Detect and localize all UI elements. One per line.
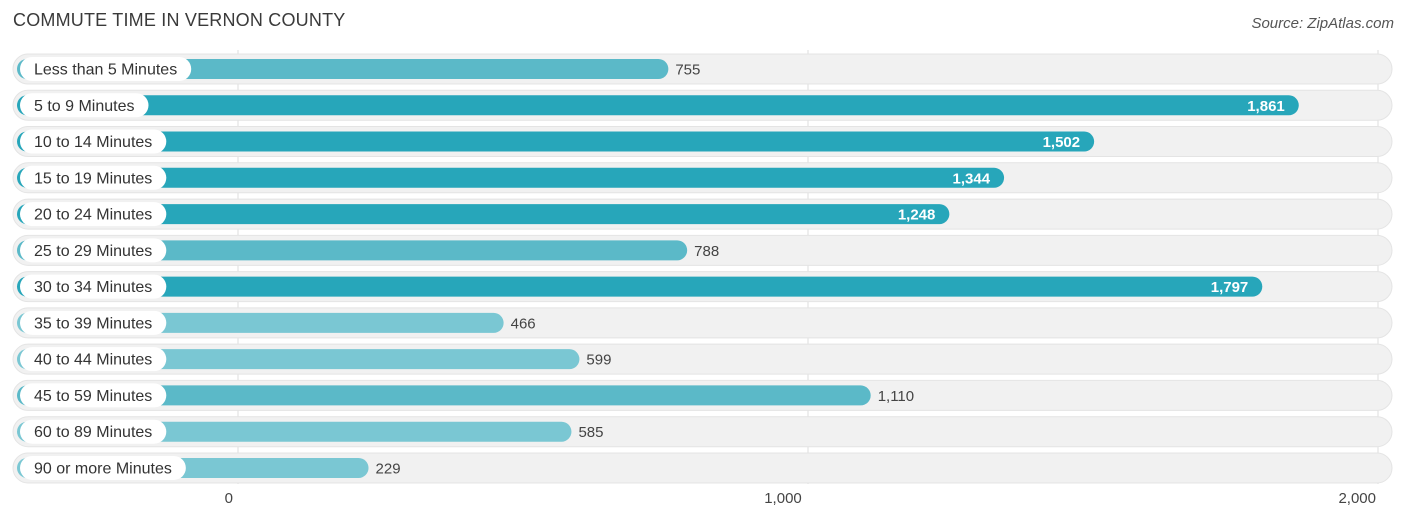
chart-row: 10 to 14 Minutes 1,502: [12, 126, 1393, 158]
chart-row: 60 to 89 Minutes 585: [12, 416, 1393, 448]
x-tick-label: 0: [225, 490, 233, 507]
chart-row: 25 to 29 Minutes 788: [12, 234, 1393, 266]
value-label: 1,797: [1211, 279, 1249, 296]
category-label-pill: [20, 274, 167, 299]
category-label-pill: [20, 129, 167, 154]
chart-row: 40 to 44 Minutes 599: [12, 343, 1393, 375]
chart-rows: Less than 5 Minutes 755 5 to 9 Minutes 1,86…: [12, 53, 1393, 484]
value-label: 585: [578, 424, 603, 441]
category-label-pill: [20, 455, 186, 480]
category-label-pill: [20, 93, 149, 118]
value-label: 1,110: [878, 388, 914, 405]
chart-row: 45 to 59 Minutes 1,110: [12, 379, 1393, 411]
category-label: 10 to 14 Minutes: [34, 134, 152, 151]
source-credit: Source: ZipAtlas.com: [1251, 15, 1394, 32]
value-label: 466: [511, 315, 536, 332]
chart-title: COMMUTE TIME IN VERNON COUNTY: [13, 10, 346, 30]
category-label-pill: [20, 238, 167, 263]
category-label-pill: [20, 347, 167, 372]
value-label: 1,248: [898, 207, 936, 224]
category-label-pill: [20, 202, 167, 227]
x-axis-ticks: 0 1,000 2,000: [225, 490, 1376, 507]
category-label: 30 to 34 Minutes: [34, 279, 152, 296]
bar: [17, 385, 871, 406]
category-label: 90 or more Minutes: [34, 460, 172, 477]
chart-row: 15 to 19 Minutes 1,344: [12, 162, 1393, 194]
value-label: 229: [376, 460, 401, 477]
category-label: 35 to 39 Minutes: [34, 315, 152, 332]
category-label-pill: [20, 419, 167, 444]
category-label: 25 to 29 Minutes: [34, 243, 152, 260]
chart-row: Less than 5 Minutes 755: [12, 53, 1393, 85]
bar: [17, 167, 1005, 188]
x-tick-label: 2,000: [1338, 490, 1376, 507]
gridlines: [237, 50, 1379, 484]
chart-row: 90 or more Minutes 229: [12, 452, 1393, 484]
category-label: 40 to 44 Minutes: [34, 352, 152, 369]
value-label: 788: [694, 243, 719, 260]
category-label-pill: [20, 165, 167, 190]
category-label-pill: [20, 310, 167, 335]
bar: [17, 276, 1263, 297]
category-label: 15 to 19 Minutes: [34, 170, 152, 187]
category-label-pill: [20, 57, 192, 81]
chart-row: 30 to 34 Minutes 1,797: [12, 271, 1393, 303]
chart-row: 20 to 24 Minutes 1,248: [12, 198, 1393, 230]
bar: [17, 240, 688, 261]
chart-row: 5 to 9 Minutes 1,861: [12, 89, 1393, 121]
bar: [17, 95, 1299, 116]
category-label: 45 to 59 Minutes: [34, 388, 152, 405]
value-label: 1,502: [1043, 134, 1081, 151]
category-label: 5 to 9 Minutes: [34, 98, 135, 115]
value-label: 1,344: [953, 170, 991, 187]
category-label: 60 to 89 Minutes: [34, 424, 152, 441]
chart-row: 35 to 39 Minutes 466: [12, 307, 1393, 339]
bar: [17, 131, 1095, 152]
category-label: Less than 5 Minutes: [34, 62, 177, 79]
category-label-pill: [20, 383, 167, 408]
bar: [17, 204, 950, 225]
value-label: 599: [586, 352, 611, 369]
value-label: 1,861: [1247, 98, 1285, 115]
x-tick-label: 1,000: [764, 490, 802, 507]
value-label: 755: [675, 62, 700, 79]
category-label: 20 to 24 Minutes: [34, 207, 152, 224]
